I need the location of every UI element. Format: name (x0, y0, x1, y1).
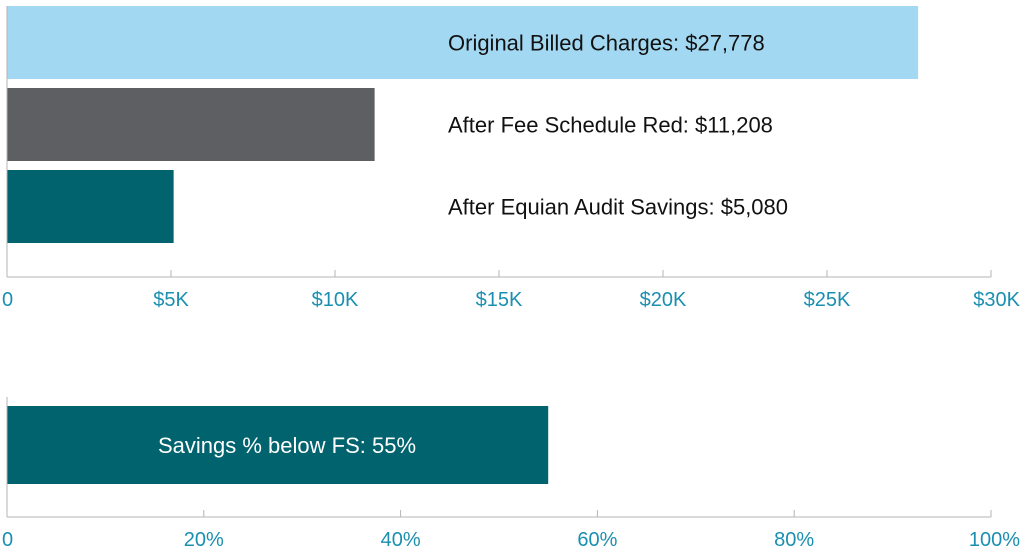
tick-label-2-0: 0 (2, 529, 13, 551)
tick-label-2-4: 80% (774, 529, 814, 551)
bar-1-3 (7, 170, 174, 243)
bar-1-1 (7, 6, 919, 79)
tick-label-2-3: 60% (577, 529, 617, 551)
tick-label-2-2: 40% (381, 529, 421, 551)
tick-label-1-3: $15K (476, 289, 523, 311)
bar-label-1-1: Original Billed Charges: $27,778 (448, 31, 765, 56)
bar-2-1 (7, 406, 549, 484)
bar-1-2 (7, 88, 375, 161)
bar-label-2-1: Savings % below FS: 55% (158, 433, 416, 458)
tick-label-1-4: $20K (640, 289, 687, 311)
bar-label-1-3: After Equian Audit Savings: $5,080 (448, 195, 788, 220)
tick-label-1-5: $25K (804, 289, 851, 311)
tick-label-2-1: 20% (184, 529, 224, 551)
bar-label-1-2: After Fee Schedule Red: $11,208 (448, 113, 773, 138)
tick-label-1-0: 0 (2, 289, 13, 311)
tick-label-1-1: $5K (153, 289, 189, 311)
tick-label-1-2: $10K (312, 289, 359, 311)
tick-label-1-6: $30K (973, 289, 1020, 311)
tick-label-2-5: 100% (969, 529, 1020, 551)
